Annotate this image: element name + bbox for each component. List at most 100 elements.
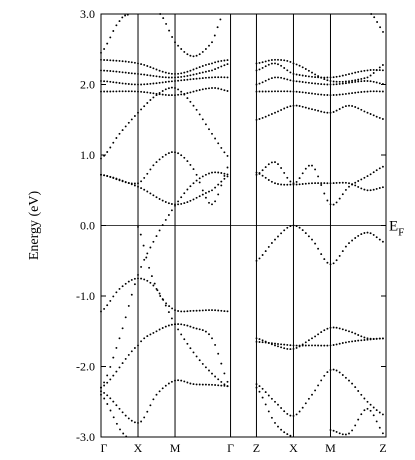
band-point: [211, 203, 213, 206]
band-point: [149, 281, 152, 284]
band-point: [258, 385, 261, 388]
band-point: [267, 245, 270, 248]
band-point: [280, 76, 283, 79]
band-point: [130, 278, 133, 281]
band-point: [155, 75, 158, 78]
band-point: [146, 172, 149, 175]
band-point: [270, 77, 273, 80]
band-point: [338, 82, 341, 85]
band-point: [286, 347, 289, 350]
band-point: [311, 393, 313, 396]
band-point: [183, 192, 186, 195]
band-point: [369, 90, 372, 93]
band-point: [183, 338, 186, 341]
band-point: [360, 335, 363, 338]
band-point: [369, 69, 372, 71]
band-point: [180, 379, 183, 382]
band-point: [177, 379, 180, 382]
band-point: [140, 265, 143, 268]
band-point: [270, 180, 273, 183]
band-point: [226, 385, 229, 388]
band-point: [366, 76, 369, 79]
band-point: [204, 330, 207, 333]
band-point: [211, 372, 213, 375]
band-point: [161, 155, 164, 158]
band-point: [183, 50, 186, 53]
band-point: [357, 334, 360, 336]
band-point: [283, 343, 286, 346]
y-axis-label: Energy (eV): [27, 191, 42, 261]
band-series: [100, 151, 229, 206]
band-point: [274, 111, 276, 114]
band-point: [372, 90, 375, 93]
band-point: [341, 93, 344, 96]
band-point: [109, 409, 112, 412]
band-point: [171, 307, 174, 310]
band-point: [143, 176, 146, 179]
band-point: [363, 80, 366, 82]
band-point: [326, 76, 329, 79]
band-point: [381, 64, 384, 66]
band-point: [341, 250, 344, 253]
band-point: [164, 153, 167, 156]
band-point: [208, 172, 210, 175]
band-point: [167, 324, 170, 327]
band-point: [220, 59, 223, 62]
band-point: [127, 72, 130, 74]
band-point: [167, 80, 170, 83]
band-point: [335, 259, 338, 262]
band-point: [264, 250, 267, 253]
band-point: [258, 341, 261, 343]
band-point: [280, 59, 283, 61]
band-point: [127, 280, 130, 283]
band-point: [372, 68, 375, 71]
band-point: [332, 80, 335, 83]
band-point: [189, 69, 192, 72]
band-point: [155, 330, 158, 333]
band-series: [100, 171, 229, 389]
band-point: [264, 65, 267, 68]
band-point: [186, 97, 189, 100]
band-point: [170, 86, 173, 89]
x-tick-label: X: [289, 441, 298, 455]
band-point: [338, 432, 341, 435]
band-point: [366, 407, 369, 410]
band-point: [170, 380, 173, 383]
band-point: [217, 352, 220, 355]
band-point: [180, 333, 183, 336]
band-point: [274, 76, 276, 79]
band-point: [314, 335, 317, 338]
band-point: [258, 68, 261, 71]
band-point: [369, 113, 372, 115]
band-point: [192, 68, 195, 71]
band-point: [264, 90, 267, 93]
band-point: [267, 114, 270, 117]
band-point: [192, 104, 195, 107]
band-point: [226, 76, 229, 79]
band-point: [133, 421, 136, 424]
band-point: [363, 397, 366, 400]
band-series: [100, 393, 128, 438]
band-point: [332, 368, 335, 371]
band-point: [214, 68, 217, 71]
band-point: [357, 78, 360, 81]
band-point: [274, 238, 276, 241]
band-point: [381, 432, 384, 435]
band-series: [255, 58, 384, 83]
band-point: [208, 333, 210, 336]
band-point: [280, 343, 283, 346]
band-point: [277, 90, 279, 93]
band-point: [277, 76, 279, 79]
band-point: [357, 339, 360, 342]
band-point: [158, 93, 161, 96]
band-point: [121, 285, 124, 288]
band-point: [283, 229, 286, 232]
band-point: [183, 79, 186, 81]
band-series: [255, 104, 384, 121]
band-point: [189, 185, 192, 188]
band-point: [195, 196, 198, 199]
band-series: [255, 62, 384, 79]
band-point: [177, 76, 180, 79]
band-point: [130, 118, 133, 121]
